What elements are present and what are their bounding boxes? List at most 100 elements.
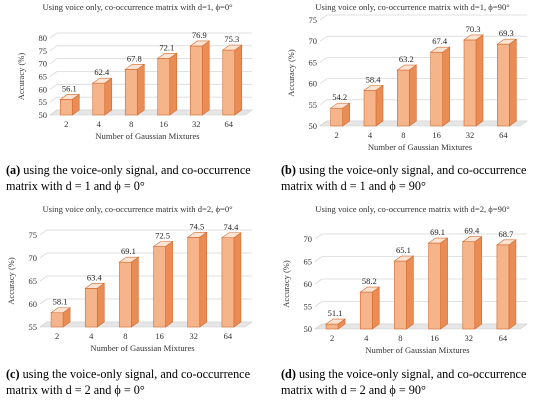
y-tick-label: 75 [39,46,48,56]
x-tick-label: 64 [224,331,233,341]
bar [189,45,203,116]
y-tick-label: 60 [39,84,48,94]
caption-a-text: using the voice-only signal, and co-occu… [6,163,251,193]
data-label: 63.2 [399,54,414,64]
data-label: 72.5 [155,231,170,241]
caption-d-letter: (d) [281,367,296,381]
x-tick-label: 4 [89,331,94,341]
x-tick-label: 32 [190,331,199,341]
gridline-depth [49,45,58,52]
x-tick-label: 2 [330,333,334,343]
bar-top [496,38,518,45]
y-tick-label: 55 [304,302,313,312]
y-tick-label: 50 [304,324,313,334]
caption-c-text: using the voice-only signal, and co-occu… [6,367,250,397]
x-tick-label: 4 [368,130,373,140]
bar-side [440,237,448,330]
bar-side [508,239,517,330]
bar-top [329,102,351,109]
bar-side [371,286,380,330]
bar [221,237,235,328]
caption-b-text: using the voice-only signal, and co-occu… [281,163,527,193]
x-tick-label: 32 [192,119,201,129]
chart-title: Using voice only, co-occurrence matrix w… [315,2,510,12]
x-axis-label: Number of Gaussian Mixtures [90,343,195,353]
data-label: 74.5 [189,221,204,231]
data-label: 69.1 [121,246,136,256]
y-axis-label: Accuracy (%) [281,260,291,308]
bar [222,49,236,116]
caption-a: (a) using the voice-only signal, and co-… [6,162,272,194]
bar-side [201,40,210,116]
bar-top [156,52,178,59]
bar [497,43,510,127]
caption-a-letter: (a) [6,163,21,177]
data-label: 63.4 [87,272,103,282]
y-axis-label: Accuracy (%) [16,53,26,101]
gridline-depth [319,35,328,42]
gridline-depth [319,57,328,63]
y-tick-label: 65 [29,276,38,286]
gridline-depth [49,84,58,90]
bar-top [84,283,106,289]
data-label: 67.4 [432,36,448,46]
chart-panel-d: Using voice only, co-occurrence matrix w… [275,202,550,404]
bar-top [152,241,174,247]
gridline-depth [319,99,328,106]
caption-d-text: using the voice-only signal, and co-occu… [281,367,527,397]
bar [496,244,510,330]
bar-top [325,318,347,325]
bar [428,242,441,330]
caption-c-letter: (c) [6,367,20,381]
data-label: 54.2 [332,92,347,102]
data-label: 68.7 [498,229,513,239]
gridline-depth [314,301,323,307]
chart-panel-a: Using voice only, co-occurrence matrix w… [0,0,275,202]
y-tick-label: 70 [39,59,48,69]
bar-top [118,256,140,263]
x-tick-label: 32 [466,130,475,140]
bar-side [199,231,208,328]
data-label: 65.1 [396,245,411,255]
bar-top [59,94,81,100]
bar-side [136,63,145,116]
bar [50,312,64,328]
gridline-depth [49,58,58,64]
data-label: 76.9 [192,30,207,40]
bar-side [96,282,105,328]
bar [187,236,201,328]
bar-top [461,236,483,243]
chart-title: Using voice only, co-occurrence matrix w… [42,2,233,12]
x-tick-label: 16 [160,119,169,129]
data-label: 67.8 [127,53,142,63]
x-tick-label: 4 [364,333,369,343]
bar [119,261,132,328]
bar [325,323,339,330]
gridline-depth [49,96,58,103]
x-tick-label: 8 [398,333,402,343]
bar-side [375,84,384,127]
x-tick-label: 2 [335,130,339,140]
chart-c: Using voice only, co-occurrence matrix w… [6,204,253,353]
x-tick-label: 64 [499,130,508,140]
bar [124,69,138,116]
y-tick-label: 60 [304,279,313,289]
chart-title: Using voice only, co-occurrence matrix w… [42,204,233,214]
data-label: 58.4 [366,74,382,84]
data-label: 56.1 [62,83,77,93]
bar [330,107,343,127]
bar [359,291,373,330]
chart-panel-b: Using voice only, co-occurrence matrix w… [275,0,550,202]
y-tick-label: 50 [39,110,48,120]
bar-top [91,77,113,84]
bar [153,246,166,328]
data-label: 69.4 [464,226,480,236]
data-label: 69.3 [499,28,514,38]
y-tick-label: 80 [39,33,48,43]
bar [363,90,377,127]
data-label: 70.3 [466,24,481,34]
gridline-depth [49,71,58,77]
data-label: 75.3 [224,34,239,44]
bar-top [221,44,243,51]
x-axis-label: Number of Gaussian Mixtures [368,142,473,152]
